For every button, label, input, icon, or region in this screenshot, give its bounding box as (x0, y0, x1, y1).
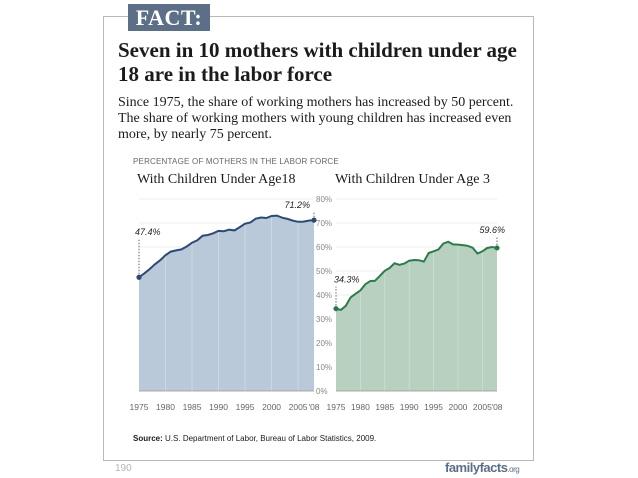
y-tick-label: 10% (316, 363, 332, 372)
headline: Seven in 10 mothers with children under … (118, 38, 517, 86)
right-x-tick-label: '08 (491, 402, 502, 412)
right-x-tick-label: 1990 (400, 402, 419, 412)
right-x-tick-label: 1975 (327, 402, 346, 412)
left-annotation-label: 47.4% (135, 227, 161, 237)
y-tick-label: 40% (316, 291, 332, 300)
right-x-tick-label: 2005 (473, 402, 492, 412)
right-area (336, 241, 497, 391)
y-tick-label: 30% (316, 315, 332, 324)
y-tick-label: 60% (316, 243, 332, 252)
source-text: U.S. Department of Labor, Bureau of Labo… (165, 434, 377, 443)
left-annotation-label: 71.2% (284, 200, 310, 210)
left-x-tick-label: 2000 (262, 402, 281, 412)
left-area (139, 215, 314, 391)
left-x-tick-label: 1990 (209, 402, 228, 412)
left-x-tick-label: 1980 (156, 402, 175, 412)
brand-suffix: .org (507, 465, 520, 474)
left-x-tick-label: 1975 (130, 402, 149, 412)
right-x-tick-label: 1985 (375, 402, 394, 412)
brand-logo: familyfacts.org (445, 460, 520, 475)
brand-name: familyfacts (445, 460, 508, 475)
right-x-tick-label: 1980 (351, 402, 370, 412)
y-tick-label: 50% (316, 267, 332, 276)
y-tick-label: 0% (316, 387, 328, 396)
right-x-tick-label: 1995 (424, 402, 443, 412)
left-panel-title: With Children Under Age18 (137, 172, 296, 187)
left-x-tick-label: 1995 (236, 402, 255, 412)
fact-badge: FACT: (128, 4, 210, 31)
left-x-tick-label: 2005 (289, 402, 308, 412)
left-x-tick-label: 1985 (183, 402, 202, 412)
right-x-tick-label: 2000 (449, 402, 468, 412)
y-tick-label: 80% (316, 195, 332, 204)
summary-text: Since 1975, the share of working mothers… (118, 95, 514, 142)
right-series-line (335, 240, 498, 311)
source-label: Source: (133, 434, 163, 443)
right-annotation-label: 59.6% (479, 225, 505, 235)
y-tick-label: 20% (316, 339, 332, 348)
source-note: Source: U.S. Department of Labor, Bureau… (133, 434, 376, 443)
right-annotation-label: 34.3% (334, 275, 360, 285)
chart-label: PERCENTAGE OF MOTHERS IN THE LABOR FORCE (133, 157, 339, 166)
page-number: 190 (115, 463, 132, 474)
y-tick-label: 70% (316, 219, 332, 228)
right-panel-title: With Children Under Age 3 (335, 172, 490, 187)
left-x-tick-label: '08 (308, 402, 319, 412)
left-series-line (138, 214, 315, 279)
